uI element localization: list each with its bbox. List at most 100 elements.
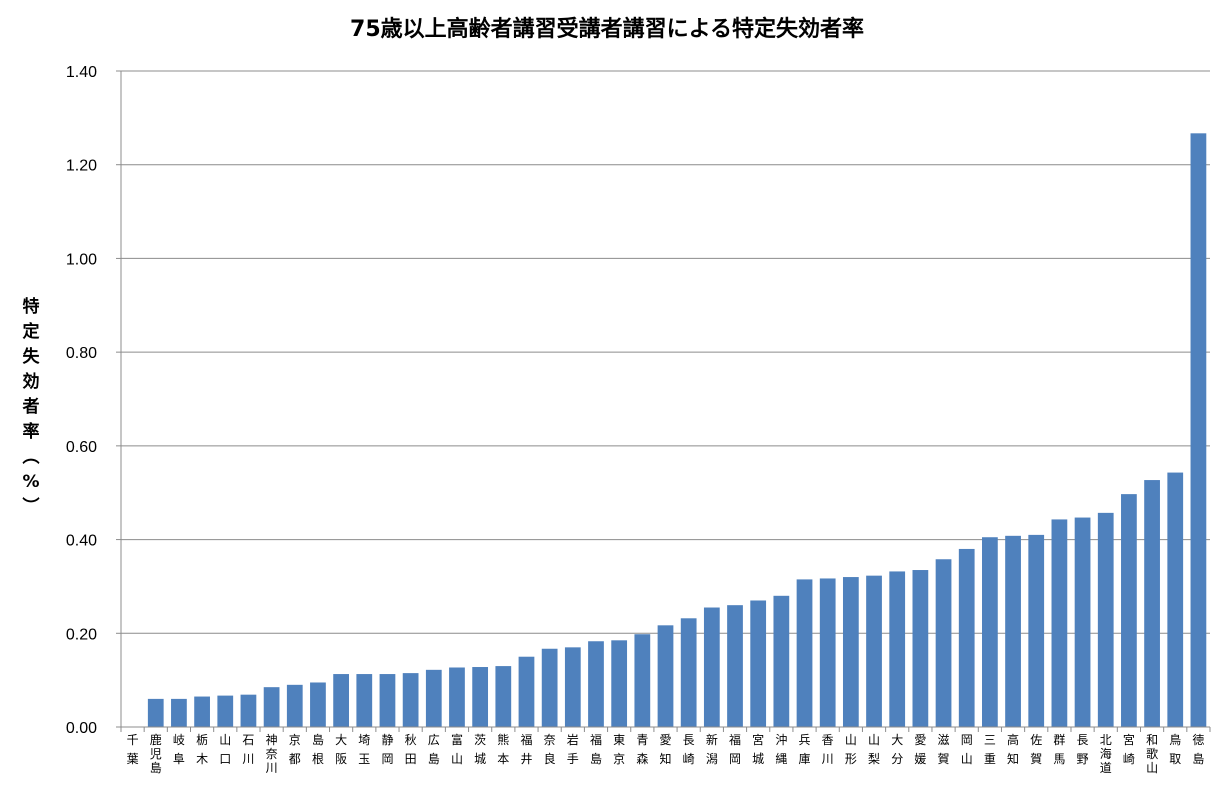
x-tick-label: 青森 (636, 733, 648, 766)
bars (147, 133, 1207, 727)
bar-広島 (425, 669, 442, 727)
x-tick-label: 和歌山 (1146, 733, 1158, 775)
x-tick-label: 島根 (312, 732, 324, 766)
x-tick-label: 鹿児島 (150, 732, 162, 775)
bar-高知 (1005, 535, 1021, 727)
bar-香川 (819, 578, 836, 727)
y-tick-label: 1.20 (66, 158, 97, 175)
bar-島根 (310, 682, 326, 727)
y-tick-label: 1.40 (66, 64, 97, 81)
bar-栃木 (194, 696, 210, 727)
bar-福岡 (727, 605, 743, 727)
bar-山梨 (866, 575, 882, 727)
x-tick-label: 大阪 (335, 733, 347, 766)
bar-埼玉 (356, 674, 373, 727)
x-tick-label: 福島 (590, 732, 602, 766)
x-tick-label: 兵庫 (799, 733, 811, 766)
bar-愛媛 (912, 570, 929, 727)
bar-長崎 (680, 618, 697, 727)
chart-title: 75歳以上高齢者講習受講者講習による特定失効者率 (350, 16, 864, 42)
x-tick-label: 香川 (822, 733, 834, 766)
bar-大分 (889, 571, 906, 727)
bar-宮崎 (1121, 494, 1137, 727)
bar-鹿児島 (147, 698, 164, 727)
bar-沖縄 (773, 595, 790, 727)
bar-長野 (1074, 517, 1091, 727)
x-tick-label: 静岡 (381, 733, 393, 766)
x-tick-label: 東京 (613, 733, 625, 766)
bar-宮城 (750, 600, 767, 727)
y-tick-label: 0.80 (66, 345, 97, 362)
axes (120, 71, 1211, 732)
x-tick-label: 奈良 (544, 733, 556, 766)
y-tick-label: 0.20 (66, 626, 97, 643)
bar-富山 (449, 667, 465, 727)
x-tick-label: 京都 (289, 733, 301, 766)
x-tick-label: 岩手 (567, 732, 579, 766)
bar-山形 (842, 577, 859, 727)
bar-新潟 (703, 607, 720, 727)
x-tick-label: 岡山 (961, 733, 973, 766)
y-tick-label: 0.40 (66, 533, 97, 550)
x-tick-label: 滋賀 (938, 733, 950, 766)
x-tick-label: 広島 (428, 733, 440, 766)
x-axis-tick-labels: 千葉鹿児島岐阜栃木山口石川神奈川京都島根大阪埼玉静岡秋田広島富山茨城熊本福井奈良… (127, 732, 1205, 775)
bar-大阪 (333, 674, 349, 727)
x-tick-label: 沖縄 (775, 733, 787, 766)
y-tick-label: 0.60 (66, 439, 97, 456)
y-tick-label: 0.00 (66, 720, 97, 737)
gridlines (121, 70, 1210, 634)
x-tick-label: 宮崎 (1123, 732, 1135, 766)
bar-兵庫 (796, 579, 813, 727)
y-axis-title: 特定失効者率︵% ︶ (22, 296, 41, 517)
y-tick-label: 1.00 (66, 251, 97, 268)
bar-静岡 (379, 674, 396, 727)
x-tick-label: 高知 (1007, 732, 1019, 766)
x-tick-label: 山口 (219, 733, 231, 766)
x-tick-label: 愛媛 (914, 733, 926, 766)
x-tick-label: 山形 (845, 733, 857, 766)
bar-福井 (518, 656, 535, 727)
bar-愛知 (657, 625, 674, 727)
x-tick-label: 宮城 (752, 732, 764, 766)
bar-群馬 (1051, 519, 1068, 727)
x-tick-label: 三重 (984, 733, 996, 766)
x-tick-label: 愛知 (659, 733, 671, 766)
x-tick-label: 熊本 (497, 732, 509, 766)
x-tick-label: 大分 (891, 733, 903, 766)
bar-京都 (286, 684, 303, 727)
x-tick-label: 群馬 (1053, 733, 1065, 766)
x-tick-label: 長野 (1077, 733, 1089, 766)
bar-岩手 (564, 647, 581, 727)
bar-岡山 (958, 548, 975, 727)
bar-三重 (982, 537, 998, 727)
y-axis-tick-labels: 0.00 0.20 0.40 0.60 0.80 1.00 1.20 1.40 (66, 64, 121, 737)
x-tick-label: 北海道 (1100, 733, 1112, 775)
bar-佐賀 (1028, 534, 1045, 727)
bar-北海道 (1097, 512, 1114, 727)
x-tick-label: 岐阜 (173, 733, 185, 766)
x-tick-label: 神奈川 (266, 733, 278, 775)
x-tick-label: 秋田 (405, 733, 417, 766)
bar-山口 (217, 695, 234, 727)
x-tick-label: 福岡 (729, 732, 741, 766)
x-tick-label: 埼玉 (358, 733, 370, 766)
bar-岐阜 (171, 698, 187, 727)
x-tick-label: 新潟 (706, 732, 718, 766)
x-tick-label: 徳島 (1192, 732, 1204, 766)
bar-和歌山 (1144, 480, 1160, 727)
x-tick-label: 鳥取 (1169, 732, 1181, 766)
x-tick-label: 長崎 (683, 733, 695, 766)
bar-青森 (634, 634, 651, 727)
x-tick-label: 山梨 (868, 733, 880, 766)
bar-神奈川 (263, 687, 280, 727)
bar-東京 (611, 640, 628, 727)
bar-石川 (240, 694, 257, 727)
x-tick-label: 栃木 (196, 733, 208, 766)
y-axis-label: 特定失効者率︵% ︶ (22, 296, 41, 517)
bar-滋賀 (935, 559, 952, 727)
bar-茨城 (472, 667, 489, 727)
x-tick-label: 千葉 (127, 733, 139, 766)
x-tick-label: 石川 (242, 733, 254, 766)
